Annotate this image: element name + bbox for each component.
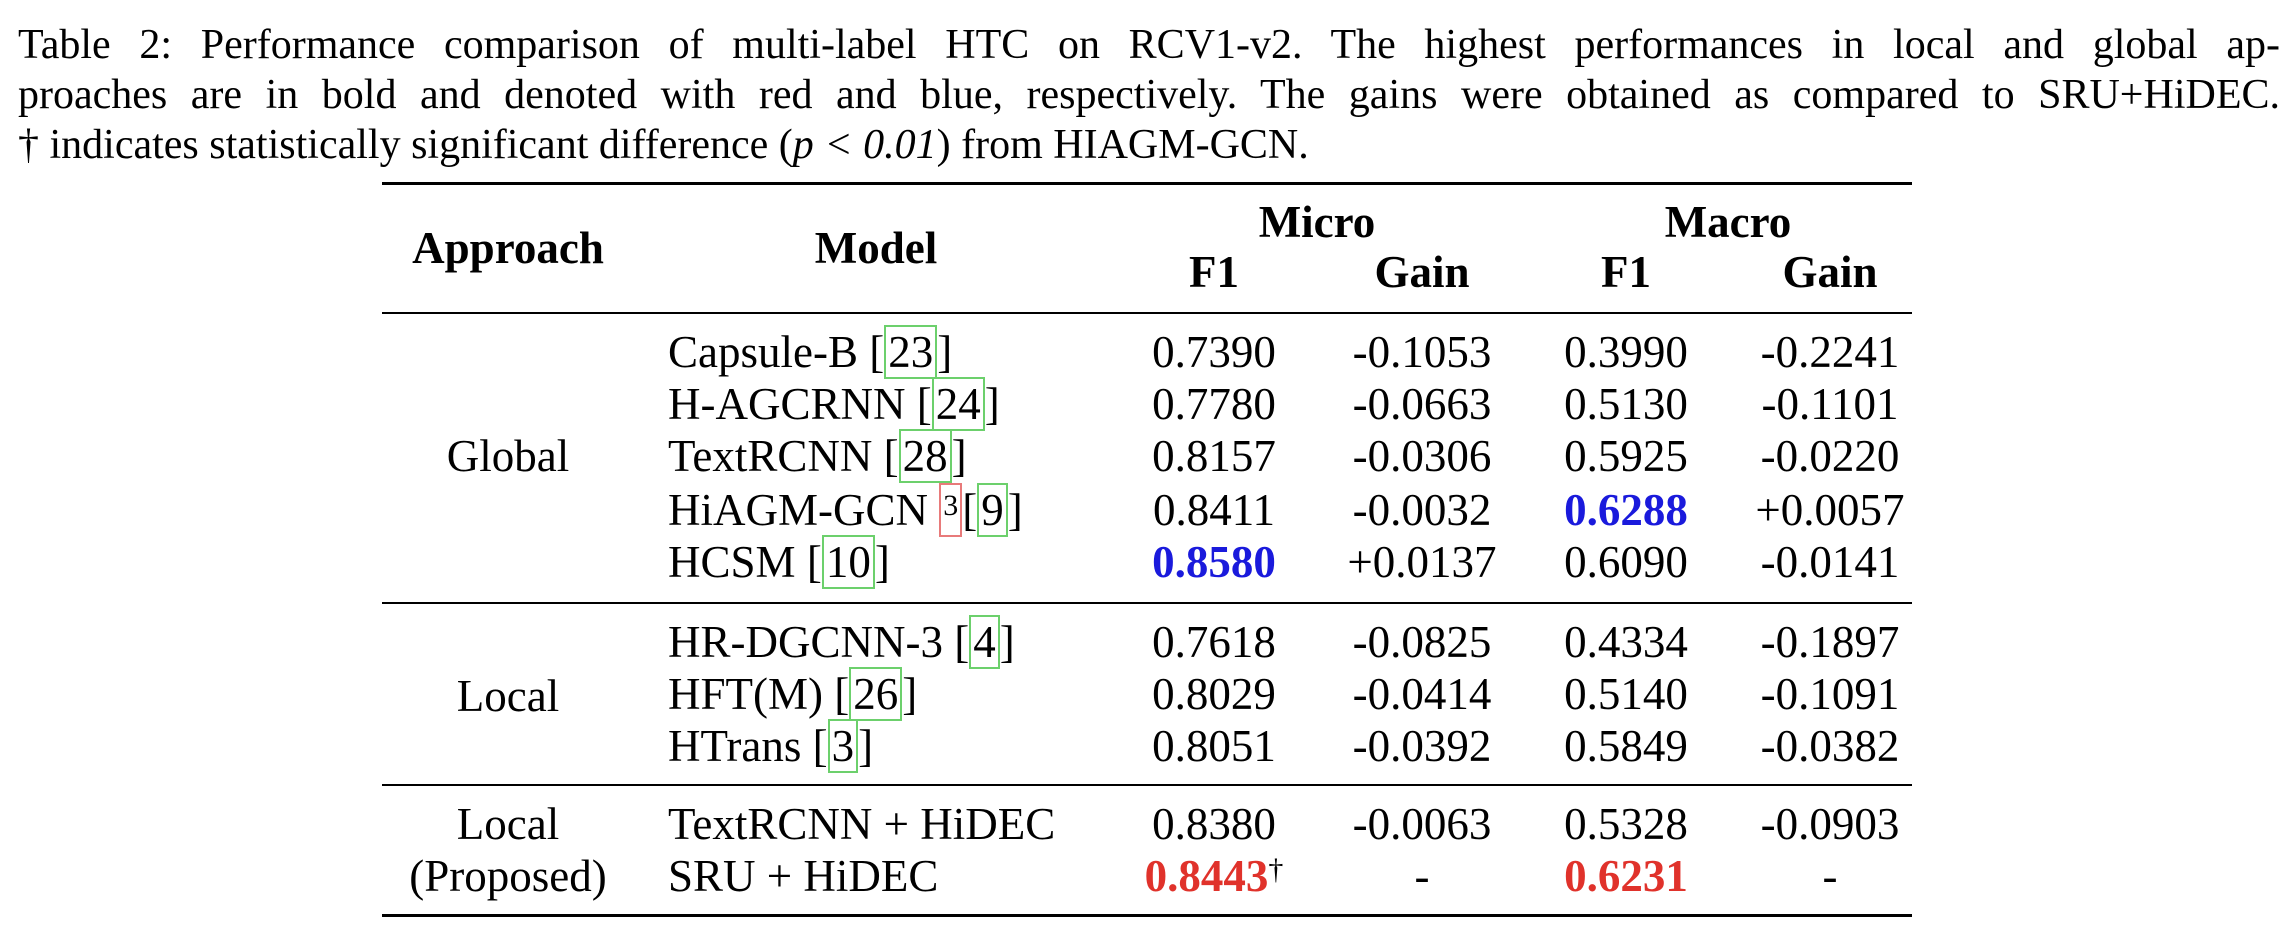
header-macro-f1: F1 xyxy=(1601,247,1651,297)
model-name: TextRCNN xyxy=(668,431,884,481)
citation-link[interactable]: 24 xyxy=(931,377,985,431)
approach-global: Global xyxy=(446,431,570,481)
model-cell: Capsule-B [23] xyxy=(668,325,953,379)
model-name: HR-DGCNN-3 xyxy=(668,617,955,667)
caption-pvalue: p < 0.01 xyxy=(792,122,937,168)
model-cell: HiAGM-GCN 3[9] xyxy=(668,483,1023,537)
citation-link[interactable]: 3 xyxy=(827,719,859,773)
micro-f1-value: 0.8051 xyxy=(1152,721,1276,771)
group-rule xyxy=(382,784,1912,786)
table-caption: Table 2: Performance comparison of multi… xyxy=(18,20,2280,170)
micro-gain-value: +0.0137 xyxy=(1347,537,1497,587)
micro-gain-value: - xyxy=(1414,851,1430,901)
micro-f1-value: 0.7618 xyxy=(1152,617,1276,667)
macro-f1-value: 0.5328 xyxy=(1564,799,1688,849)
macro-gain-value: - xyxy=(1822,851,1838,901)
header-micro: Micro xyxy=(1258,197,1376,247)
header-model: Model xyxy=(814,223,938,273)
model-cell: HTrans [3] xyxy=(668,719,874,773)
results-table: Approach Model Micro Macro F1 Gain F1 Ga… xyxy=(382,182,1912,920)
footnote-marker: 3 xyxy=(943,489,959,522)
micro-f1-value: 0.8411 xyxy=(1152,485,1276,535)
model-cell: TextRCNN [28] xyxy=(668,429,967,483)
micro-gain-value: -0.0414 xyxy=(1352,669,1492,719)
citation-link[interactable]: 10 xyxy=(821,535,875,589)
macro-gain-value: -0.0141 xyxy=(1760,537,1900,587)
model-cell: HCSM [10] xyxy=(668,535,890,589)
group-rule xyxy=(382,602,1912,604)
macro-gain-value: -0.1101 xyxy=(1761,379,1899,429)
micro-gain-value: -0.0063 xyxy=(1352,799,1492,849)
caption-line-2: proaches are in bold and denoted with re… xyxy=(18,72,2280,118)
micro-gain-value: -0.0825 xyxy=(1352,617,1492,667)
macro-f1-value: 0.6090 xyxy=(1564,537,1688,587)
header-macro: Macro xyxy=(1664,197,1792,247)
micro-f1-value: 0.7390 xyxy=(1152,327,1276,377)
micro-f1-best-local-cell: 0.8443† xyxy=(1145,850,1284,902)
macro-f1-value: 0.5130 xyxy=(1564,379,1688,429)
model-name: TextRCNN + HiDEC xyxy=(668,799,1056,849)
micro-gain-value: -0.1053 xyxy=(1352,327,1492,377)
macro-gain-value: -0.0903 xyxy=(1760,799,1900,849)
micro-f1-best-global: 0.8580 xyxy=(1152,537,1276,587)
macro-f1-value: 0.5140 xyxy=(1564,669,1688,719)
micro-gain-value: -0.0392 xyxy=(1352,721,1492,771)
macro-f1-value: 0.5849 xyxy=(1564,721,1688,771)
model-name: H-AGCRNN xyxy=(668,379,917,429)
macro-gain-value: +0.0057 xyxy=(1755,485,1905,535)
significance-dagger: † xyxy=(1268,853,1284,886)
macro-f1-value: 0.3990 xyxy=(1564,327,1688,377)
model-cell: H-AGCRNN [24] xyxy=(668,377,1000,431)
approach-local-proposed-2: (Proposed) xyxy=(409,851,607,901)
header-macro-gain: Gain xyxy=(1782,247,1878,297)
header-micro-gain: Gain xyxy=(1374,247,1470,297)
header-micro-f1: F1 xyxy=(1189,247,1239,297)
macro-gain-value: -0.0220 xyxy=(1760,431,1900,481)
footnote-link[interactable]: 3 xyxy=(939,483,963,537)
macro-gain-value: -0.1897 xyxy=(1760,617,1900,667)
model-name: HFT(M) xyxy=(668,669,835,719)
table-bottom-rule xyxy=(382,914,1912,917)
model-cell: HFT(M) [26] xyxy=(668,667,918,721)
micro-f1-best-local: 0.8443 xyxy=(1144,851,1269,901)
model-name: HCSM xyxy=(668,537,807,587)
citation-link[interactable]: 9 xyxy=(977,483,1008,537)
macro-f1-best-global: 0.6288 xyxy=(1564,485,1688,535)
micro-f1-value: 0.8157 xyxy=(1152,431,1276,481)
citation-link[interactable]: 23 xyxy=(884,325,938,379)
citation-link[interactable]: 4 xyxy=(969,615,1000,669)
approach-local: Local xyxy=(456,671,560,721)
micro-f1-value: 0.8380 xyxy=(1152,799,1276,849)
micro-f1-value: 0.8029 xyxy=(1152,669,1276,719)
macro-gain-value: -0.0382 xyxy=(1760,721,1900,771)
micro-gain-value: -0.0032 xyxy=(1352,485,1492,535)
model-name: HiAGM-GCN xyxy=(668,485,940,535)
model-cell: HR-DGCNN-3 [4] xyxy=(668,615,1015,669)
model-name: HTrans xyxy=(668,721,813,771)
micro-gain-value: -0.0663 xyxy=(1352,379,1492,429)
header-rule xyxy=(382,312,1912,314)
model-name: Capsule-B xyxy=(668,327,870,377)
caption-line-3-post: ) from HIAGM-GCN. xyxy=(936,122,1309,168)
macro-f1-value: 0.4334 xyxy=(1564,617,1688,667)
caption-line-1: Table 2: Performance comparison of multi… xyxy=(18,22,2280,68)
approach-local-proposed-1: Local xyxy=(456,799,560,849)
macro-gain-value: -0.2241 xyxy=(1760,327,1900,377)
citation-link[interactable]: 26 xyxy=(849,667,903,721)
micro-f1-value: 0.7780 xyxy=(1152,379,1276,429)
caption-line-3: † indicates statistically significant di… xyxy=(18,120,2280,170)
micro-gain-value: -0.0306 xyxy=(1352,431,1492,481)
macro-f1-best-local: 0.6231 xyxy=(1564,851,1688,901)
caption-line-3-pre: † indicates statistically significant di… xyxy=(18,122,793,168)
macro-gain-value: -0.1091 xyxy=(1760,669,1900,719)
macro-f1-value: 0.5925 xyxy=(1564,431,1688,481)
model-name: SRU + HiDEC xyxy=(668,851,939,901)
header-approach: Approach xyxy=(412,223,604,273)
table-top-rule xyxy=(382,182,1912,185)
citation-link[interactable]: 28 xyxy=(898,429,952,483)
